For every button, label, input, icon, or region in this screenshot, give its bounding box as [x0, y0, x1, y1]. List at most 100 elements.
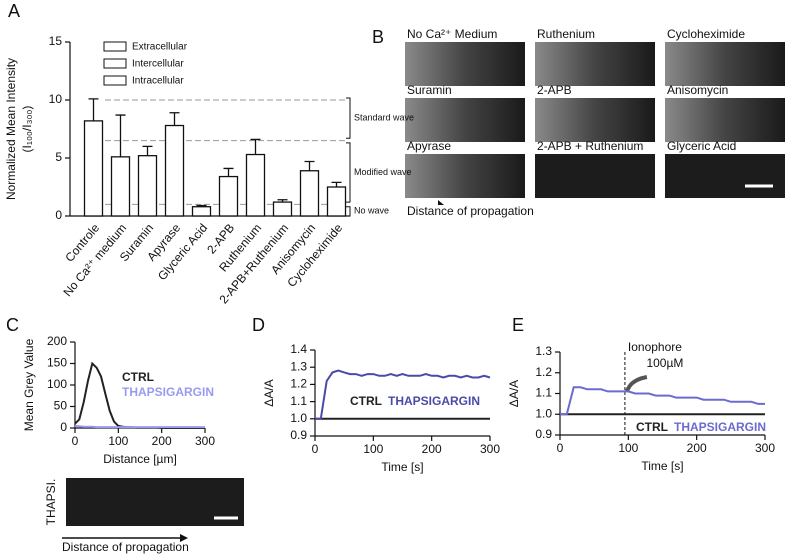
error-bar [142, 145, 153, 156]
y-tick-label: 1.4 [290, 342, 307, 356]
x-tick-label: 200 [422, 442, 442, 456]
image-label: 2-APB + Ruthenium [537, 139, 643, 153]
y-tick-label: 0 [60, 420, 67, 434]
error-bar [115, 114, 126, 157]
y-tick-label: 1.2 [535, 365, 552, 379]
micrograph [535, 154, 655, 198]
legend-label: THAPSIGARGIN [388, 394, 480, 408]
bar [218, 175, 239, 217]
y-tick-label: 150 [47, 356, 67, 370]
y-tick-label: 5 [55, 150, 62, 164]
legend-swatch [103, 75, 127, 86]
y-tick-label: 1.1 [535, 386, 552, 400]
y-tick-label: 100 [47, 377, 67, 391]
y-tick-label: 1.2 [290, 377, 307, 391]
image-label: No Ca²⁺ Medium [407, 27, 497, 41]
image-grid: No Ca²⁺ Medium Ruthenium Cycloheximide Sura… [405, 27, 785, 205]
error-bar [277, 199, 288, 203]
y-tick-label: 1.0 [535, 406, 552, 420]
bar [299, 170, 320, 217]
y-tick-label: 1.3 [290, 359, 307, 373]
wave-label: Modified wave [354, 167, 412, 177]
micrograph [405, 42, 525, 86]
x-axis-label: Distance [µm] [103, 452, 177, 466]
x-tick-label: 300 [755, 441, 775, 455]
x-axis-label: Time [s] [381, 460, 423, 474]
legend-swatch [103, 41, 127, 52]
y-axis-label: ΔA/A [262, 379, 276, 406]
x-tick-label: 300 [480, 442, 500, 456]
y-axis-label: ΔA/A [507, 380, 521, 407]
image-label: 2-APB [537, 83, 572, 97]
error-bar [223, 167, 234, 177]
x-tick-label: 300 [195, 434, 215, 448]
legend-label: Extracellular [132, 42, 188, 53]
x-tick-label: 100 [363, 442, 383, 456]
y-tick-label: 0 [55, 208, 62, 222]
bar [137, 155, 158, 217]
x-axis-label: Time [s] [641, 459, 683, 473]
x-tick-label: 0 [72, 434, 79, 448]
annotation: 100µM [646, 356, 683, 370]
error-bar [331, 181, 342, 187]
bracket [346, 97, 351, 139]
error-bar [304, 160, 315, 171]
bracket [346, 206, 351, 217]
bar [83, 120, 104, 217]
annotation-arrow [624, 375, 648, 393]
legend-label: CTRL [636, 420, 668, 434]
panel-label: A [8, 1, 20, 21]
x-tick-label: 200 [152, 434, 172, 448]
bar [110, 156, 131, 217]
legend-swatch [103, 58, 127, 69]
micrograph [665, 98, 785, 142]
y-tick-label: 10 [49, 92, 63, 106]
wave-label: Standard wave [354, 113, 414, 123]
x-tick-label: 200 [687, 441, 707, 455]
y-tick-label: 0.9 [535, 427, 552, 441]
image-label: Glyceric Acid [667, 139, 736, 153]
x-tick-label: 100 [618, 441, 638, 455]
micrograph [535, 42, 655, 86]
panel-label: B [372, 27, 384, 47]
micrograph [665, 154, 785, 198]
error-bar [196, 204, 207, 207]
arrow-head [180, 534, 188, 542]
image-label: Cycloheximide [667, 27, 745, 41]
legend-label: CTRL [122, 370, 154, 384]
bar [326, 186, 347, 217]
y-axis-label: Normalized Mean Intensity [4, 58, 18, 200]
bar [272, 201, 293, 217]
legend-label: Intracellular [132, 76, 184, 87]
legend-label: THAPSIGARGIN [674, 420, 766, 434]
y-tick-label: 1.1 [290, 394, 307, 408]
image-label: Suramin [407, 83, 452, 97]
panel-label: C [6, 315, 19, 335]
micrograph [405, 98, 525, 142]
panel-label: E [512, 315, 524, 335]
legend-label: CTRL [350, 394, 382, 408]
wave-label: No wave [354, 206, 389, 216]
caption: Distance of propagation [62, 540, 189, 554]
bar [191, 206, 212, 217]
micrograph [405, 154, 525, 198]
image-label: Apyrase [407, 139, 451, 153]
error-bar [88, 98, 99, 121]
bracket [346, 142, 351, 203]
bar [164, 124, 185, 217]
legend-label: THAPSIGARGIN [122, 385, 214, 399]
bar [245, 153, 266, 217]
annotation: Ionophore [628, 340, 682, 354]
legend-label: Intercellular [132, 59, 184, 70]
x-tick-label: 0 [557, 441, 564, 455]
y-axis-label: (I₁₀₀/I₃₀₀) [20, 106, 34, 153]
error-bar [169, 112, 180, 126]
micrograph [535, 98, 655, 142]
y-tick-label: 50 [54, 399, 68, 413]
y-tick-label: 1.0 [290, 411, 307, 425]
y-tick-label: 200 [47, 334, 67, 348]
y-tick-label: 1.3 [535, 344, 552, 358]
image-label: Anisomycin [667, 83, 728, 97]
panel-label: D [252, 315, 265, 335]
